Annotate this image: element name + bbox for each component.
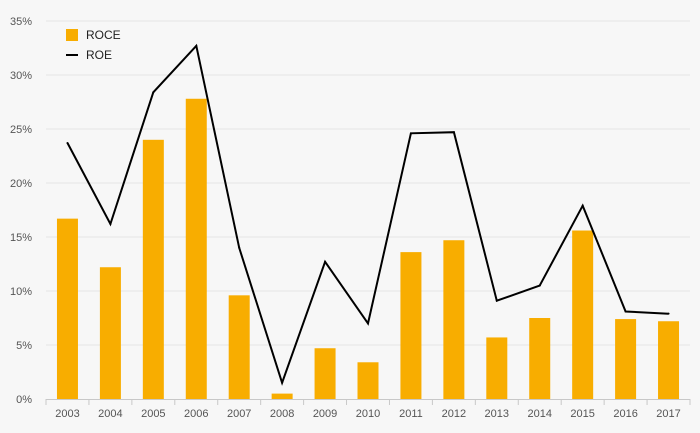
x-axis: 2003 2004 2005 2006 2007 2008 2009 2010 2011 2012… (45, 399, 691, 420)
x-tick-label: 2008 (270, 408, 294, 420)
roe-point (367, 322, 369, 325)
y-tick-label: 30% (10, 70, 32, 82)
roce-bar (615, 319, 637, 399)
x-tick-label: 2005 (141, 408, 165, 420)
x-tick-label: 2013 (485, 408, 509, 420)
roe-point (495, 299, 498, 302)
roe-point (538, 284, 541, 287)
x-tick-label: 2006 (184, 408, 208, 420)
y-tick-label: 10% (10, 286, 32, 298)
roe-point (452, 131, 455, 134)
y-tick-label: 35% (10, 16, 32, 28)
roe-point (667, 312, 670, 315)
roe-line-group (66, 43, 670, 386)
roce-bar (185, 98, 207, 399)
x-tick-label: 2016 (613, 408, 637, 420)
roce-bars (56, 98, 680, 400)
x-tick-label: 2012 (442, 408, 466, 420)
roe-point (324, 260, 327, 263)
x-tick-label: 2011 (399, 408, 423, 420)
x-tick-label: 2015 (570, 408, 594, 420)
roe-point (109, 223, 112, 226)
roe-point (281, 381, 284, 384)
x-tick-label: 2003 (55, 408, 79, 420)
roe-point (152, 91, 155, 94)
roce-bar (99, 267, 121, 399)
legend: ROCE ROE (66, 28, 121, 62)
roe-point (581, 204, 584, 207)
x-tick-label: 2017 (656, 408, 680, 420)
y-tick-label: 20% (10, 178, 32, 190)
roe-point (238, 246, 241, 249)
roce-bar (400, 252, 422, 399)
roce-bar (658, 321, 680, 399)
roce-bar (357, 362, 379, 399)
roce-bar (314, 348, 336, 399)
roce-bar (443, 240, 465, 399)
roce-bar (228, 295, 250, 399)
legend-label-roe: ROE (86, 48, 112, 62)
gridlines (46, 20, 690, 346)
roce-bar (142, 139, 164, 400)
roe-point (66, 142, 69, 145)
x-tick-label: 2007 (227, 408, 251, 420)
roe-point (409, 132, 412, 135)
y-tick-label: 0% (16, 394, 32, 406)
roe-point (195, 44, 198, 47)
roe-point (624, 310, 627, 313)
y-tick-label: 5% (16, 340, 32, 352)
x-tick-label: 2014 (527, 408, 551, 420)
y-tick-label: 15% (10, 232, 32, 244)
roce-bar (486, 337, 508, 399)
x-tick-label: 2010 (356, 408, 380, 420)
roce-bar (572, 230, 594, 399)
x-tick-label: 2004 (98, 408, 122, 420)
x-tick-label: 2009 (313, 408, 337, 420)
legend-swatch-roce (66, 29, 78, 41)
roce-bar (271, 393, 293, 399)
y-axis-labels: 0% 5% 10% 15% 20% 25% 30% 35% (10, 16, 32, 406)
y-tick-label: 25% (10, 124, 32, 136)
roce-bar (529, 318, 551, 399)
roce-bar (56, 218, 78, 399)
legend-label-roce: ROCE (86, 28, 121, 42)
